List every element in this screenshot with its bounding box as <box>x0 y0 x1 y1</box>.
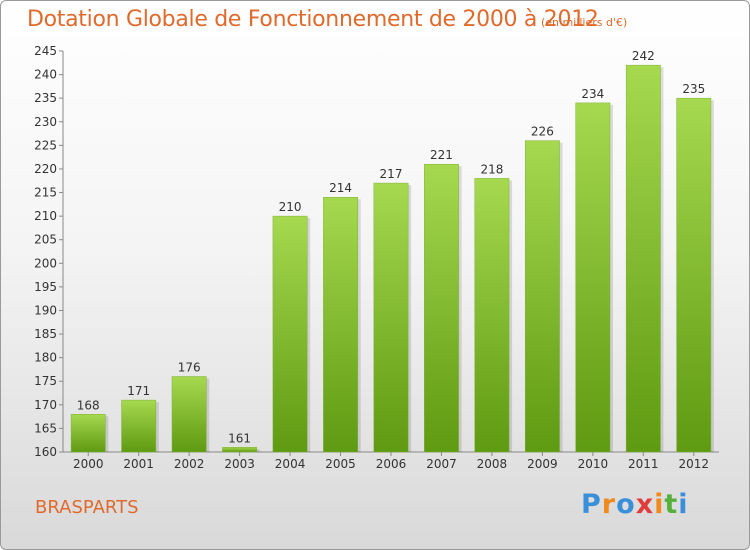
y-tick-label: 215 <box>34 186 57 200</box>
x-tick-label: 2006 <box>376 457 407 471</box>
bar-value-label: 176 <box>178 361 201 375</box>
x-tick-label: 2008 <box>477 457 508 471</box>
x-tick-label: 2004 <box>275 457 306 471</box>
bar <box>575 102 611 453</box>
y-tick-label: 210 <box>34 209 57 223</box>
y-tick-label: 245 <box>34 44 57 58</box>
bar <box>222 447 258 453</box>
bar-value-label: 221 <box>430 148 453 162</box>
axes: 160 165 170 175 180 185 190 195 200 205 210 215 220 2… <box>34 44 719 459</box>
logo-letter: o <box>616 489 636 520</box>
y-tick-label: 185 <box>34 327 57 341</box>
bar-value-label: 226 <box>531 125 554 139</box>
y-tick-label: 225 <box>34 138 57 152</box>
y-tick-label: 220 <box>34 162 57 176</box>
proxiti-logo: Proxiti <box>581 489 689 520</box>
bar <box>323 196 358 453</box>
x-tick-label: 2001 <box>123 457 154 471</box>
bar-value-label: 214 <box>329 181 352 195</box>
bar <box>272 215 308 453</box>
y-tick-label: 160 <box>34 445 57 459</box>
bar <box>70 414 106 453</box>
bar-value-label: 171 <box>127 384 150 398</box>
y-tick-label: 195 <box>34 280 57 294</box>
bar <box>424 163 459 453</box>
logo-letter: t <box>664 489 679 520</box>
x-tick-label: 2007 <box>426 457 457 471</box>
bar-value-label: 168 <box>77 398 100 412</box>
x-tick-label: 2005 <box>325 457 356 471</box>
chart-subtitle: (en milliers d'€) <box>541 16 628 29</box>
bar <box>474 178 510 453</box>
y-tick-label: 205 <box>34 233 57 247</box>
x-tick-label: 2002 <box>174 457 205 471</box>
bar <box>121 399 157 453</box>
y-tick-label: 180 <box>34 351 57 365</box>
bar-value-label: 235 <box>682 82 705 96</box>
x-tick-label: 2000 <box>73 457 104 471</box>
bar-value-label: 161 <box>228 431 251 445</box>
bar <box>676 97 712 453</box>
chart-title: Dotation Globale de Fonctionnement de 20… <box>27 7 599 32</box>
logo-letter: P <box>581 489 602 520</box>
logo-letter: x <box>635 489 655 520</box>
y-tick-label: 190 <box>34 303 57 317</box>
commune-name: BRASPARTS <box>35 497 139 518</box>
x-tick-label: 2003 <box>224 457 255 471</box>
bar <box>524 140 560 453</box>
logo-letter: i <box>678 489 689 520</box>
y-tick-label: 165 <box>34 421 57 435</box>
bar-value-label: 234 <box>581 87 604 101</box>
x-tick-label: 2012 <box>678 457 709 471</box>
y-tick-label: 240 <box>34 68 57 82</box>
logo-letter: i <box>654 489 665 520</box>
bar <box>373 182 409 453</box>
y-tick-label: 170 <box>34 398 57 412</box>
y-tick-label: 200 <box>34 256 57 270</box>
bar-value-label: 210 <box>279 200 302 214</box>
bar <box>171 376 207 453</box>
y-tick-label: 230 <box>34 115 57 129</box>
x-tick-label: 2010 <box>578 457 609 471</box>
logo-letter: r <box>601 489 617 520</box>
x-tick-label: 2009 <box>527 457 558 471</box>
bar-value-label: 218 <box>480 162 503 176</box>
y-tick-label: 175 <box>34 374 57 388</box>
bar-value-label: 217 <box>380 167 403 181</box>
x-tick-label: 2011 <box>628 457 659 471</box>
bars-group <box>70 64 714 453</box>
bar <box>625 64 661 453</box>
labels-group: 168 2000 171 2001 176 2002 161 2003 210 2004 214 20… <box>73 49 709 471</box>
y-tick-label: 235 <box>34 91 57 105</box>
bar-value-label: 242 <box>632 49 655 63</box>
